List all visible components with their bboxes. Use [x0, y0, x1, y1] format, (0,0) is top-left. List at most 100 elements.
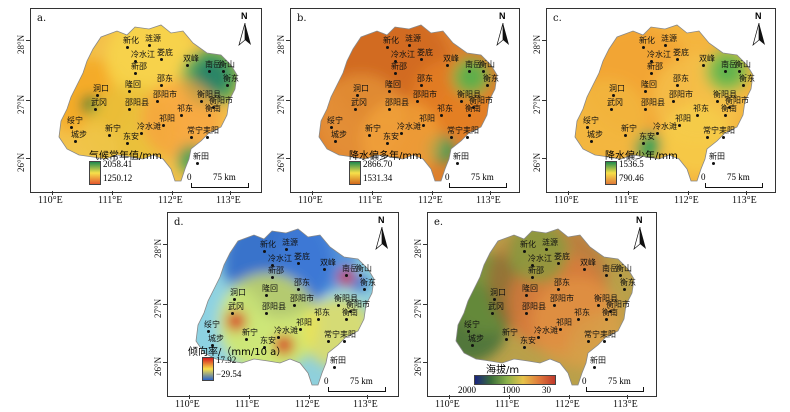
city-marker	[179, 113, 183, 117]
city-label: 衡阳市	[209, 96, 233, 105]
city-label: 武冈	[351, 98, 367, 107]
city-marker	[470, 343, 474, 347]
city-label: 隆回	[125, 80, 141, 89]
city-label: 新宁	[365, 124, 381, 133]
legend-min: 1531.34	[363, 173, 393, 183]
city-marker	[589, 139, 593, 143]
city-label: 衡阳市	[606, 300, 630, 309]
city-marker	[211, 105, 215, 109]
city-marker	[276, 335, 280, 339]
longitude-label: 110°E	[38, 195, 63, 206]
city-label: 涟源	[661, 34, 677, 43]
legend-colorbar	[474, 375, 556, 385]
legend-title: 降水偏少年/mm	[605, 151, 678, 162]
city-label: 邵阳县	[125, 98, 149, 107]
map-canvas	[58, 24, 238, 182]
latitude-label: 27°N	[532, 94, 542, 114]
city-marker	[558, 327, 562, 331]
city-marker	[348, 309, 352, 313]
city-label: 新化	[260, 240, 276, 249]
scale-distance-label: 75 km	[471, 172, 494, 182]
panel-letter: b.	[297, 13, 307, 24]
city-marker	[466, 329, 470, 333]
city-marker	[723, 69, 727, 73]
city-marker	[608, 309, 612, 313]
city-marker	[189, 135, 193, 139]
city-label: 绥宁	[464, 320, 480, 329]
heat-blob	[352, 275, 368, 291]
city-marker	[358, 273, 362, 277]
city-marker	[737, 69, 741, 73]
latitude-label: 26°N	[16, 152, 26, 172]
city-label: 耒阳	[600, 330, 616, 339]
city-label: 东安	[383, 132, 399, 141]
city-label: 常宁	[447, 126, 463, 135]
city-marker	[206, 329, 210, 333]
legend-min: −29.54	[216, 369, 242, 379]
region-outline	[58, 24, 238, 182]
city-marker	[393, 71, 397, 75]
city-label: 耒阳	[719, 126, 735, 135]
city-label: 邵阳市	[550, 294, 574, 303]
city-label: 隆回	[641, 80, 657, 89]
city-label: 武冈	[91, 98, 107, 107]
city-marker	[649, 59, 653, 63]
city-marker	[596, 303, 600, 307]
legend-title: 倾向率/（mm/10 a）	[188, 347, 287, 358]
city-label: 娄底	[157, 48, 173, 57]
city-label: 邵阳县	[262, 302, 286, 311]
longitude-label: 112°E	[555, 399, 580, 410]
city-label: 邵东	[157, 74, 173, 83]
city-label: 冷水滩	[534, 326, 558, 335]
city-label: 祁东	[177, 104, 193, 113]
city-marker	[367, 133, 371, 137]
panel-letter: a.	[37, 13, 47, 24]
city-marker	[333, 139, 337, 143]
city-marker	[556, 287, 560, 291]
city-label: 涟源	[145, 34, 161, 43]
city-marker	[663, 43, 667, 47]
city-label: 东安	[123, 132, 139, 141]
latitude-tick	[423, 362, 427, 363]
city-marker	[530, 275, 534, 279]
city-label: 邵阳县	[522, 302, 546, 311]
map-canvas	[574, 24, 754, 182]
city-marker	[344, 273, 348, 277]
city-label: 娄底	[294, 252, 310, 261]
city-marker	[467, 113, 471, 117]
city-marker	[73, 139, 77, 143]
longitude-label: 110°E	[298, 195, 323, 206]
longitude-tick	[249, 395, 250, 399]
latitude-label: 27°N	[276, 94, 286, 114]
longitude-tick	[52, 191, 53, 195]
city-label: 城步	[331, 130, 347, 139]
city-marker	[415, 99, 419, 103]
heat-blob	[141, 79, 221, 159]
latitude-tick	[423, 244, 427, 245]
scale-bar	[328, 387, 386, 392]
longitude-label: 113°E	[613, 399, 638, 410]
city-marker	[393, 59, 397, 63]
city-marker	[586, 339, 590, 343]
north-label: N	[499, 11, 506, 21]
city-marker	[524, 311, 528, 315]
longitude-tick	[628, 191, 629, 195]
city-label: 城步	[468, 334, 484, 343]
scale-zero-label: 0	[701, 172, 706, 182]
city-label: 冷水江	[391, 50, 415, 59]
city-marker	[705, 135, 709, 139]
longitude-label: 112°E	[674, 195, 699, 206]
city-marker	[270, 275, 274, 279]
city-marker	[270, 263, 274, 267]
longitude-tick	[432, 191, 433, 195]
city-marker	[207, 113, 211, 117]
city-label: 衡东	[223, 74, 239, 83]
city-marker	[161, 123, 165, 127]
city-marker	[296, 287, 300, 291]
city-marker	[419, 83, 423, 87]
city-marker	[552, 303, 556, 307]
city-label: 娄底	[554, 252, 570, 261]
city-label: 新宁	[242, 328, 258, 337]
city-marker	[195, 161, 199, 165]
city-label: 衡山	[219, 60, 235, 69]
